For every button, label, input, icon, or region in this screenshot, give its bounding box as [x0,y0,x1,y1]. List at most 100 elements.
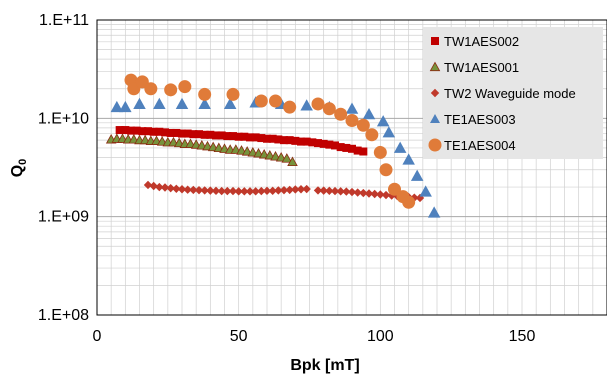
legend-label: TE1AES004 [444,138,516,153]
data-point [336,187,345,196]
data-point [279,185,289,195]
data-point [331,141,339,150]
legend-box [423,27,603,159]
data-point [373,145,387,159]
data-point [251,187,260,196]
data-point [172,128,181,137]
y-tick-label: 1.E+08 [38,307,89,324]
data-point [228,186,238,196]
data-point [300,99,313,111]
data-point [200,186,209,195]
data-point [153,97,166,109]
data-point [246,133,254,142]
data-point [427,206,441,218]
data-point [274,186,283,195]
data-point [270,150,281,161]
data-point [347,187,357,197]
data-point [240,132,249,141]
data-point [144,127,152,136]
data-point [402,195,416,209]
data-point [280,136,288,145]
data-point [119,100,132,113]
series-3 [143,180,425,203]
data-point [178,80,192,94]
series-2 [105,133,298,167]
data-point [393,141,407,153]
data-point [223,132,232,141]
data-point [251,133,260,142]
data-point [223,186,232,196]
data-point [353,146,362,155]
data-point [362,108,376,120]
data-point [402,153,415,165]
data-point [314,139,322,148]
data-point [359,188,368,198]
data-point [269,94,282,108]
data-point [345,114,359,128]
data-point [240,187,249,196]
data-point [164,83,178,97]
data-point [297,137,305,146]
data-point [311,97,325,111]
y-axis-title-subscript: 0 [17,159,29,165]
data-point [198,87,212,101]
data-point [206,130,215,139]
y-axis-title: Q0 [9,159,29,178]
data-point [264,149,276,160]
legend-label: TW1AES002 [444,34,519,49]
data-point [254,94,268,108]
data-point [353,188,362,197]
data-point [110,100,124,113]
data-point [177,185,187,194]
data-point [268,186,277,196]
data-point [149,127,158,136]
series-5 [124,73,416,209]
data-point [291,136,300,145]
plot-area-border [96,19,607,316]
data-point [302,184,311,194]
data-point [183,185,192,194]
data-point [189,130,198,139]
data-point [319,139,328,148]
data-point [200,130,209,139]
y-tick-label: 1.E+11 [39,12,89,29]
y-axis-title-main: Q [9,165,26,177]
data-point [144,82,158,96]
data-point [172,184,181,194]
legend-item: TW2 Waveguide mode [430,86,576,101]
data-point [319,186,328,195]
data-point [308,138,317,147]
legend-item: TE1AES003 [430,112,516,127]
data-point [234,132,243,141]
data-point [285,136,294,145]
data-point [198,97,211,109]
data-point [419,185,432,197]
data-point [296,185,306,194]
legend-marker [428,138,442,152]
data-point [160,183,170,192]
x-tick-label: 0 [93,328,102,345]
data-point [313,186,323,195]
data-point [291,185,300,194]
data-points [105,73,441,218]
legend-marker [431,37,439,45]
data-point [121,126,130,135]
y-tick-label: 1.E+09 [38,209,89,226]
data-point [262,186,272,196]
data-point [206,186,215,195]
data-point [356,118,370,132]
data-point [381,190,391,200]
data-point [379,163,393,177]
data-point [155,182,164,192]
data-point [283,100,297,114]
data-point [223,97,237,109]
data-point [274,135,283,144]
data-point [127,126,135,135]
data-point [133,97,146,109]
data-point [217,186,226,196]
data-point [325,186,334,196]
x-tick-labels: 0 50 100 150 [93,328,536,345]
legend-item: TE1AES004 [428,138,516,153]
x-tick-label: 100 [367,328,394,345]
